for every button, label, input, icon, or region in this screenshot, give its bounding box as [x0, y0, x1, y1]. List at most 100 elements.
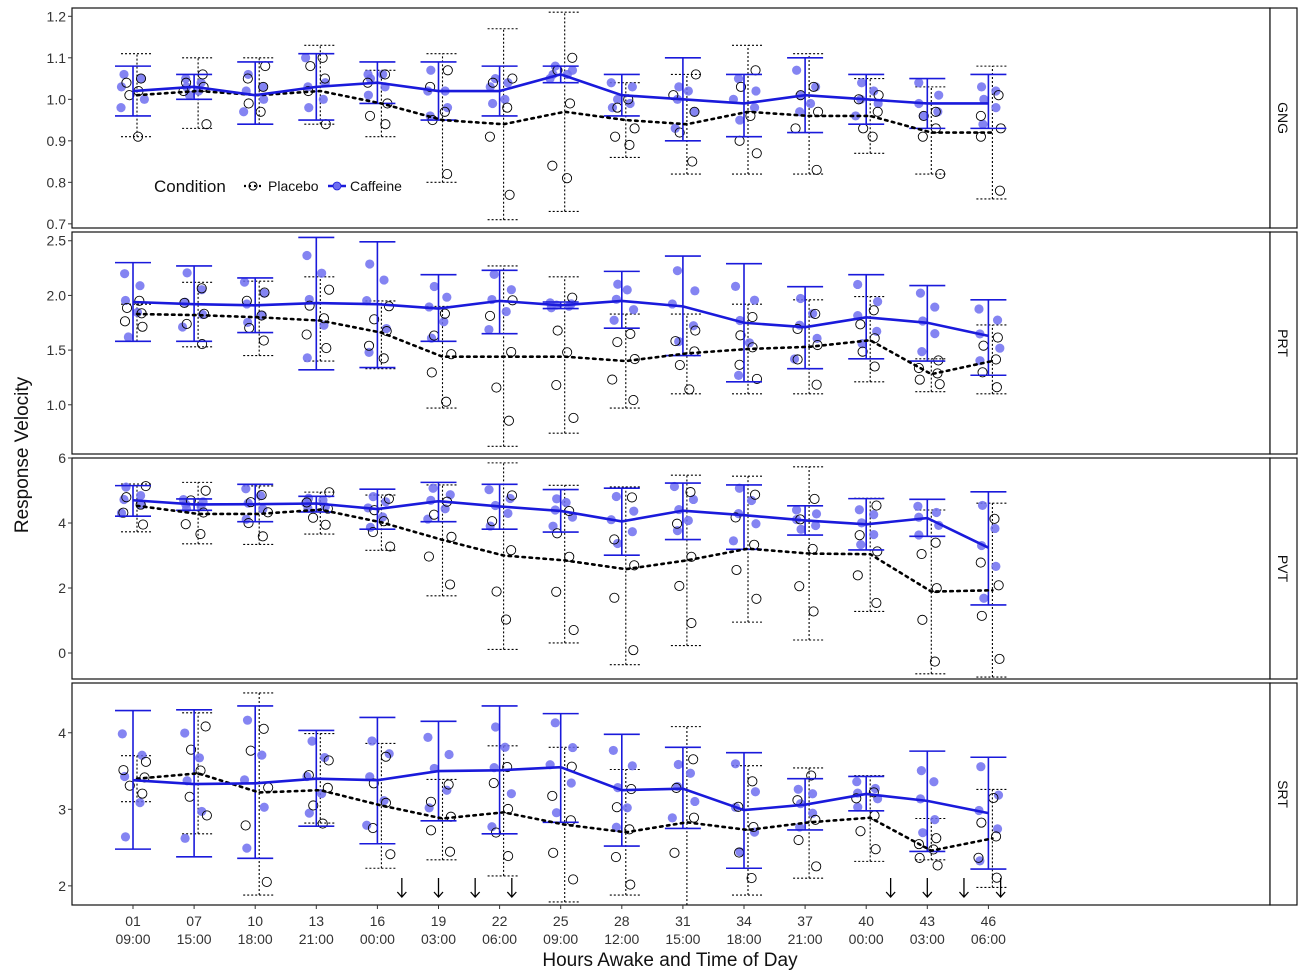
caffeine-point	[869, 86, 879, 96]
placebo-point	[913, 839, 924, 850]
placebo-point	[367, 527, 379, 538]
placebo-point	[610, 851, 622, 863]
panels-layer: GNG 0.7 0.8 0.9 1.0 1.1 1.2 PRT 1.0 1.5 2.0 2.5 PVT 0…	[47, 7, 1298, 947]
caffeine-point	[484, 324, 494, 335]
caffeine-point	[548, 521, 558, 531]
caffeine-point	[239, 277, 250, 287]
placebo-point	[308, 512, 319, 523]
caffeine-point	[487, 822, 497, 832]
placebo-point	[551, 586, 562, 597]
caffeine-point	[611, 491, 621, 502]
caffeine-point	[500, 742, 510, 752]
strip-box	[1269, 231, 1298, 455]
dose-arrow-icon	[922, 878, 933, 898]
x-tick-label-hours: 37	[797, 913, 813, 929]
x-tick-label-hours: 28	[614, 913, 630, 929]
caffeine-point	[426, 65, 436, 75]
caffeine-point	[744, 338, 755, 348]
placebo-point	[446, 349, 457, 360]
placebo-point	[975, 557, 986, 568]
placebo-point	[914, 852, 925, 863]
caffeine-point	[918, 828, 928, 838]
caffeine-mean-line	[132, 73, 989, 105]
placebo-point	[425, 81, 436, 92]
x-tick-label-time: 18:00	[238, 931, 273, 947]
placebo-point	[568, 874, 579, 885]
caffeine-point	[808, 309, 818, 319]
caffeine-point	[746, 495, 757, 506]
caffeine-point	[317, 268, 327, 278]
caffeine-point	[119, 494, 129, 505]
x-tick-label-time: 00:00	[360, 931, 395, 947]
caffeine-point	[123, 332, 133, 342]
placebo-point	[124, 780, 135, 791]
y-tick-label: 2.5	[47, 233, 67, 249]
placebo-point	[118, 507, 129, 518]
caffeine-point	[854, 505, 864, 515]
caffeine-point	[730, 759, 741, 769]
strip-label-gng: GNG	[1275, 102, 1291, 134]
caffeine-point	[136, 490, 146, 501]
caffeine-point	[484, 485, 494, 495]
caffeine-point	[318, 94, 328, 104]
caffeine-point	[629, 506, 639, 516]
placebo-point	[735, 330, 746, 341]
caffeine-point	[683, 86, 693, 96]
caffeine-mean-line	[132, 765, 989, 815]
placebo-point	[916, 548, 927, 560]
placebo-point	[502, 102, 513, 113]
placebo-point	[567, 52, 578, 63]
x-tick-label-hours: 13	[309, 913, 325, 929]
placebo-point	[200, 485, 211, 496]
placebo-point	[674, 359, 685, 371]
caffeine-point	[241, 484, 251, 494]
placebo-point	[731, 564, 742, 576]
caffeine-point	[735, 115, 745, 125]
placebo-point	[929, 656, 940, 667]
placebo-point	[748, 821, 759, 833]
caffeine-point	[993, 790, 1004, 800]
placebo-point	[552, 325, 563, 336]
panel-srt: SRT 2 3 4	[58, 682, 1298, 906]
panel-gng: GNG 0.7 0.8 0.9 1.0 1.1 1.2	[47, 7, 1298, 232]
x-tick-label-hours: 34	[736, 913, 752, 929]
placebo-mean-line	[135, 504, 994, 593]
placebo-point	[385, 541, 396, 552]
placebo-point	[199, 308, 210, 319]
caffeine-point	[363, 69, 373, 80]
placebo-point	[426, 367, 437, 378]
caffeine-point	[613, 279, 623, 289]
caffeine-point	[749, 295, 760, 305]
placebo-point	[854, 530, 865, 541]
placebo-point	[626, 492, 638, 503]
dose-arrow-icon	[506, 878, 517, 898]
caffeine-point	[674, 336, 684, 347]
caffeine-point	[381, 323, 392, 334]
caffeine-point	[690, 286, 700, 296]
placebo-point	[423, 551, 434, 562]
x-tick-label-time: 06:00	[971, 931, 1006, 947]
placebo-point	[301, 329, 312, 340]
caffeine-point	[120, 832, 131, 842]
placebo-point	[258, 81, 269, 92]
placebo-point	[624, 139, 635, 151]
placebo-point	[747, 342, 758, 353]
x-tick-label-hours: 16	[370, 913, 386, 929]
placebo-point	[973, 852, 984, 863]
placebo-point	[609, 534, 620, 545]
y-tick-label: 4	[58, 515, 66, 531]
placebo-point	[810, 308, 821, 319]
caffeine-point	[667, 813, 677, 823]
placebo-point	[809, 493, 820, 504]
caffeine-point	[258, 82, 268, 92]
placebo-point	[323, 755, 334, 766]
caffeine-point	[627, 761, 637, 771]
placebo-point	[629, 560, 640, 571]
caffeine-point	[545, 298, 555, 308]
placebo-point	[119, 316, 131, 327]
caffeine-point	[239, 107, 249, 117]
y-tick-label: 0	[58, 645, 66, 661]
placebo-point	[490, 827, 502, 838]
placebo-point	[444, 846, 456, 857]
placebo-point	[629, 123, 640, 134]
